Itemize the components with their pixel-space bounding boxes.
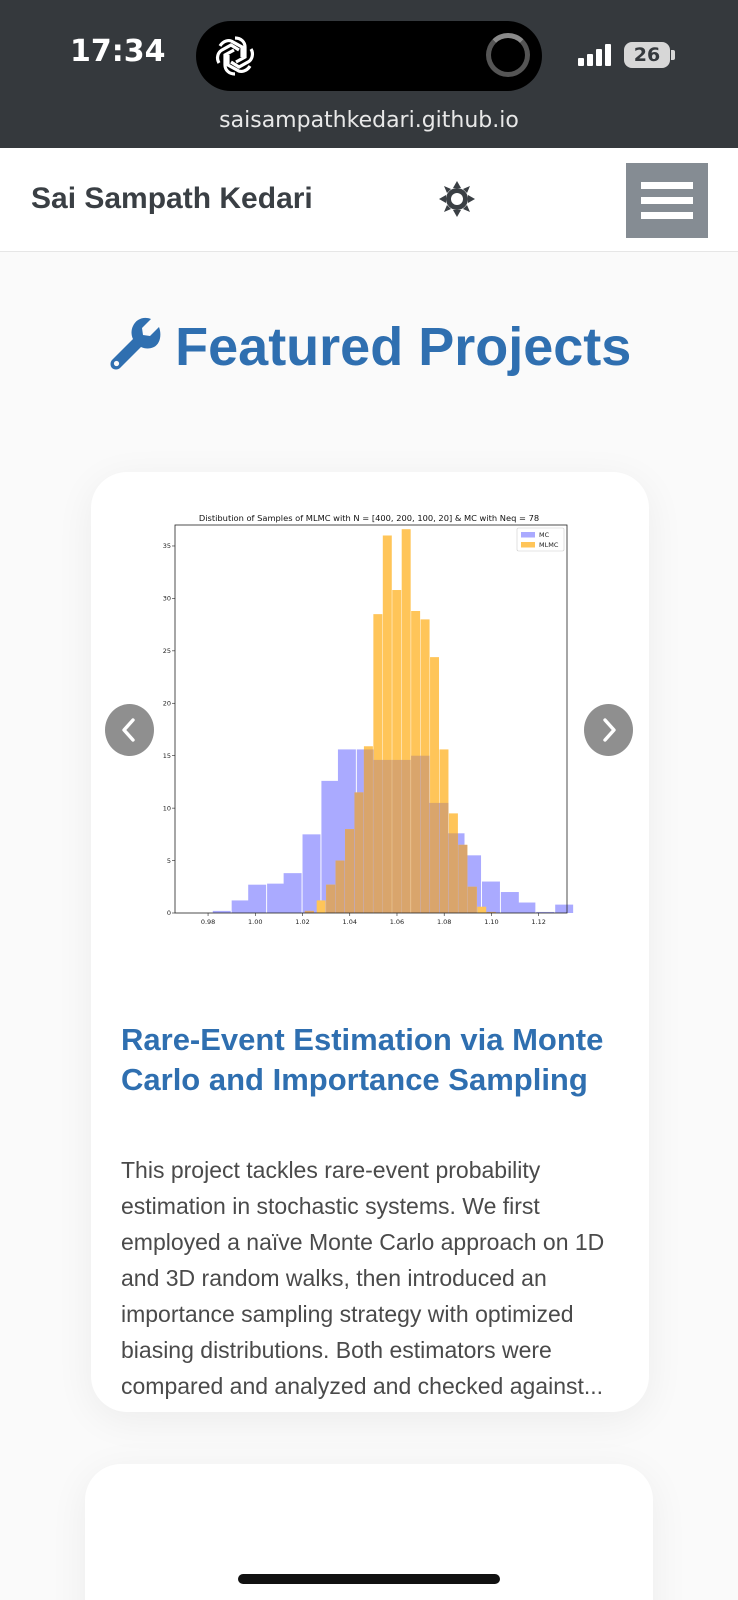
section-title: Featured Projects <box>175 317 632 377</box>
bar-overlap-0 <box>304 910 314 913</box>
legend-swatch <box>521 542 535 548</box>
bar-overlap-4 <box>345 829 354 913</box>
overlap-series <box>304 749 496 913</box>
legend-swatch <box>521 532 535 538</box>
bar-overlap-19 <box>486 911 496 913</box>
y-tick-label: 10 <box>163 804 171 812</box>
home-indicator <box>238 1574 500 1584</box>
x-tick-label: 1.10 <box>484 918 498 926</box>
bar-overlap-9 <box>392 759 402 913</box>
chart-title: Distibution of Samples of MLMC with N = … <box>199 513 539 523</box>
y-tick-label: 25 <box>163 647 171 655</box>
bar-overlap-13 <box>430 802 440 913</box>
plot-frame <box>174 524 568 914</box>
chevron-right-icon <box>603 718 616 742</box>
bar-mc-16 <box>481 881 500 913</box>
y-axis: 0 5 10 15 20 25 30 35 <box>163 542 175 917</box>
bar-mlmc-13 <box>430 657 440 913</box>
y-tick-label: 30 <box>163 595 171 603</box>
bar-overlap-10 <box>401 759 411 913</box>
battery-icon: 26 <box>624 42 670 68</box>
bar-mc-2 <box>231 900 250 913</box>
bar-mc-4 <box>267 883 286 913</box>
bar-overlap-14 <box>439 802 449 913</box>
bar-overlap-6 <box>363 749 373 913</box>
bar-overlap-17 <box>467 886 477 913</box>
url-bar[interactable]: saisampathkedari.github.io <box>219 108 519 133</box>
bar-overlap-16 <box>458 844 468 913</box>
project-title[interactable]: Rare-Event Estimation via Monte Carlo an… <box>121 1022 604 1097</box>
x-tick-label: 1.08 <box>437 918 451 926</box>
cellular-signal-icon <box>578 44 614 66</box>
bar-mc-19 <box>536 911 555 913</box>
legend: MC MLMC <box>516 527 565 552</box>
x-tick-label: 1.02 <box>295 918 309 926</box>
navbar: Sai Sampath Kedari <box>0 148 738 252</box>
status-bar: 17:34 26 saisampathkedari.github.io <box>0 0 738 148</box>
bar-overlap-5 <box>354 792 364 913</box>
x-tick-label: 0.98 <box>201 918 215 926</box>
chatgpt-logo-icon <box>215 36 255 76</box>
bar-mlmc-1 <box>316 900 326 913</box>
bar-mc-1 <box>212 910 231 913</box>
bar-overlap-3 <box>335 860 345 913</box>
bar-mlmc-8 <box>382 535 392 913</box>
bar-mc-18 <box>517 902 536 913</box>
legend-label: MC <box>539 531 550 539</box>
clock: 17:34 <box>70 34 166 69</box>
bar-mc-20 <box>555 904 574 913</box>
bar-overlap-15 <box>448 833 458 913</box>
bar-overlap-7 <box>373 759 383 913</box>
histogram-chart: Distibution of Samples of MLMC with N = … <box>163 513 574 926</box>
dynamic-island <box>196 21 542 91</box>
bar-overlap-8 <box>382 759 392 913</box>
x-tick-label: 1.00 <box>248 918 262 926</box>
x-tick-label: 1.12 <box>531 918 545 926</box>
site-name-link[interactable]: Sai Sampath Kedari <box>31 182 313 215</box>
legend-label: MLMC <box>539 541 559 549</box>
bar-mc-3 <box>248 884 267 913</box>
bar-mlmc-9 <box>392 590 402 913</box>
y-tick-label: 20 <box>163 699 171 707</box>
chart-container: Distibution of Samples of MLMC with N = … <box>163 512 575 942</box>
battery-tip <box>671 50 675 60</box>
bar-overlap-2 <box>326 884 336 913</box>
theme-toggle-sun-icon[interactable] <box>438 180 476 218</box>
project-description: This project tackles rare-event probabil… <box>121 1157 605 1399</box>
y-tick-label: 5 <box>167 857 171 865</box>
bar-mc-7 <box>321 780 340 913</box>
x-tick-label: 1.04 <box>343 918 357 926</box>
bar-mlmc-18 <box>477 906 487 913</box>
bar-mc-5 <box>283 873 302 913</box>
y-tick-label: 15 <box>163 752 171 760</box>
bar-overlap-11 <box>411 755 421 913</box>
y-tick-label: 35 <box>163 542 171 550</box>
section-heading: Featured Projects <box>0 316 738 378</box>
hamburger-menu-button[interactable] <box>626 163 708 238</box>
bar-mc-6 <box>302 834 321 913</box>
project-card: Distibution of Samples of MLMC with N = … <box>91 472 649 1412</box>
y-tick-label: 0 <box>167 909 171 917</box>
loading-spinner-icon <box>486 33 530 77</box>
x-axis: 0.98 1.00 1.02 1.04 1.06 1.08 1.10 1.12 <box>201 913 546 926</box>
bar-overlap-12 <box>420 755 430 913</box>
chevron-left-icon <box>122 718 135 742</box>
wrench-icon <box>110 317 161 370</box>
carousel-prev-button[interactable] <box>105 704 154 756</box>
carousel-next-button[interactable] <box>584 704 633 756</box>
bar-mlmc-10 <box>401 529 411 913</box>
x-tick-label: 1.06 <box>390 918 404 926</box>
bar-mc-17 <box>500 892 519 913</box>
